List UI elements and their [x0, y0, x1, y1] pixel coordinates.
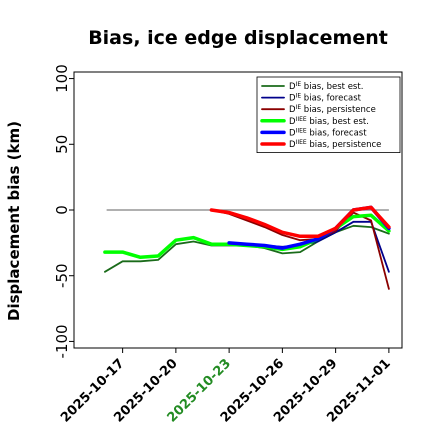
series-line-1 [104, 224, 390, 273]
y-tick-label: -50 [53, 263, 71, 288]
y-tick-label: 0 [53, 205, 71, 215]
legend-label: DIE bias, forecast [289, 93, 362, 104]
legend-label: DIIEE bias, best est. [289, 116, 369, 127]
y-tick-label: -100 [53, 324, 71, 358]
y-tick-label: 50 [53, 135, 71, 154]
series-line-4 [103, 213, 391, 260]
series-line-6 [209, 205, 391, 239]
legend-label: DIIEE bias, forecast [289, 127, 367, 138]
legend: DIE bias, best est.DIE bias, forecastDIE… [256, 76, 401, 153]
series-line-5 [227, 205, 391, 250]
y-axis-label: Displacement bias (km) [5, 121, 23, 321]
legend-box [256, 76, 401, 153]
y-tick-label: 100 [53, 64, 71, 93]
legend-label: DIE bias, persistence [289, 104, 376, 115]
chart-title: Bias, ice edge displacement [88, 27, 388, 49]
legend-label: DIIEE bias, persistence [289, 139, 381, 150]
legend-label: DIE bias, best est. [289, 81, 363, 92]
